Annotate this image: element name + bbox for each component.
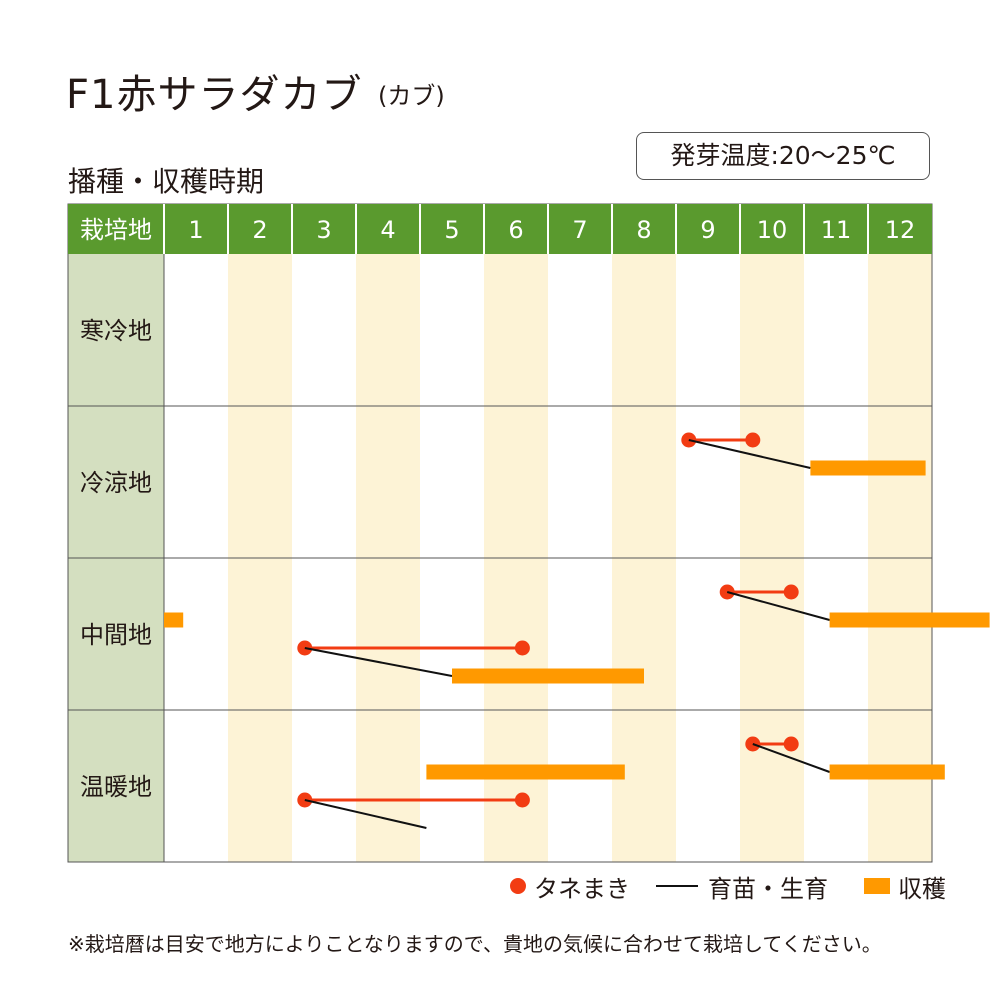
header-label: 栽培地	[80, 216, 152, 244]
month-label: 3	[316, 216, 331, 244]
month-label: 5	[444, 216, 459, 244]
month-label: 10	[757, 216, 788, 244]
growing-line	[752, 743, 830, 773]
harvest-bar	[829, 612, 990, 628]
legend-growing-swatch	[656, 885, 698, 887]
month-label: 12	[885, 216, 916, 244]
header-bar	[68, 204, 932, 254]
harvest-bar	[829, 764, 945, 780]
month-label: 8	[636, 216, 651, 244]
sowing-dot	[745, 432, 761, 448]
region-label: 中間地	[80, 621, 152, 649]
growing-line	[304, 799, 427, 829]
region-label: 冷涼地	[80, 469, 152, 497]
region-cell	[68, 254, 164, 406]
legend-harvest-label: 収穫	[898, 874, 946, 903]
month-label: 11	[821, 216, 852, 244]
month-label: 2	[252, 216, 267, 244]
region-label: 温暖地	[80, 773, 152, 801]
region-cell	[68, 710, 164, 862]
growing-line	[726, 591, 830, 621]
legend-growing-label: 育苗・生育	[708, 874, 828, 903]
sowing-dot	[783, 736, 799, 752]
month-label: 7	[572, 216, 587, 244]
germination-temp-badge: 発芽温度:20〜25℃	[636, 132, 930, 180]
sowing-dot	[514, 640, 530, 656]
month-label: 1	[188, 216, 203, 244]
month-label: 4	[380, 216, 395, 244]
legend-sowing-swatch	[510, 878, 526, 894]
page-subtitle: (カブ)	[378, 82, 445, 110]
page-title: F1赤サラダカブ	[66, 72, 363, 118]
growing-line	[304, 647, 453, 677]
harvest-bar	[810, 460, 926, 476]
sowing-dot	[514, 792, 530, 808]
legend-harvest-swatch	[864, 878, 890, 894]
region-label: 寒冷地	[80, 317, 152, 345]
harvest-bar	[452, 668, 644, 684]
legend-sowing-label: タネまき	[534, 874, 630, 903]
region-cell	[68, 406, 164, 558]
footnote: ※栽培暦は目安で地方によりことなりますので、貴地の気候に合わせて栽培してください…	[68, 932, 882, 956]
month-label: 9	[700, 216, 715, 244]
harvest-bar	[164, 612, 184, 628]
month-label: 6	[508, 216, 523, 244]
legend: タネまき 育苗・生育 収穫	[510, 870, 946, 903]
region-cell	[68, 558, 164, 710]
section-title: 播種・収穫時期	[68, 165, 265, 198]
harvest-bar	[426, 764, 625, 780]
growing-line	[688, 439, 811, 469]
sowing-dot	[783, 584, 799, 600]
